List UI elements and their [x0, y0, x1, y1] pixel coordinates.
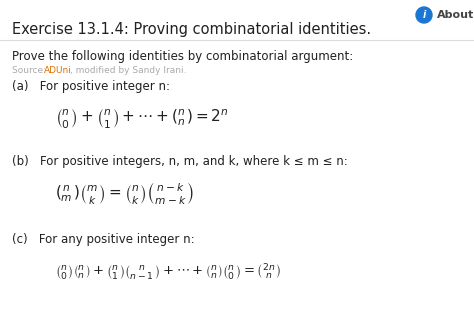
Text: i: i: [422, 10, 426, 20]
Text: (c)   For any positive integer n:: (c) For any positive integer n:: [12, 233, 195, 246]
Circle shape: [416, 7, 432, 23]
Text: $\binom{n}{0}\binom{n}{n} + \binom{n}{1}\binom{n}{n-1} + \cdots + \binom{n}{n}\b: $\binom{n}{0}\binom{n}{n} + \binom{n}{1}…: [55, 261, 281, 283]
Text: ADUni: ADUni: [44, 66, 72, 75]
Text: Exercise 13.1.4: Proving combinatorial identities.: Exercise 13.1.4: Proving combinatorial i…: [12, 22, 371, 37]
Text: (b)   For positive integers, n, m, and k, where k ≤ m ≤ n:: (b) For positive integers, n, m, and k, …: [12, 155, 348, 168]
Text: $\binom{n}{0} + \binom{n}{1} + \cdots + \binom{n}{n} = 2^n$: $\binom{n}{0} + \binom{n}{1} + \cdots + …: [55, 107, 229, 129]
Text: , modified by Sandy Irani.: , modified by Sandy Irani.: [70, 66, 186, 75]
Text: Prove the following identities by combinatorial argument:: Prove the following identities by combin…: [12, 50, 353, 63]
Text: About: About: [437, 10, 474, 20]
Text: $\binom{n}{m}\binom{m}{k} = \binom{n}{k}\binom{n-k}{m-k}$: $\binom{n}{m}\binom{m}{k} = \binom{n}{k}…: [55, 180, 193, 206]
Text: (a)   For positive integer n:: (a) For positive integer n:: [12, 80, 170, 93]
Text: Source:: Source:: [12, 66, 49, 75]
